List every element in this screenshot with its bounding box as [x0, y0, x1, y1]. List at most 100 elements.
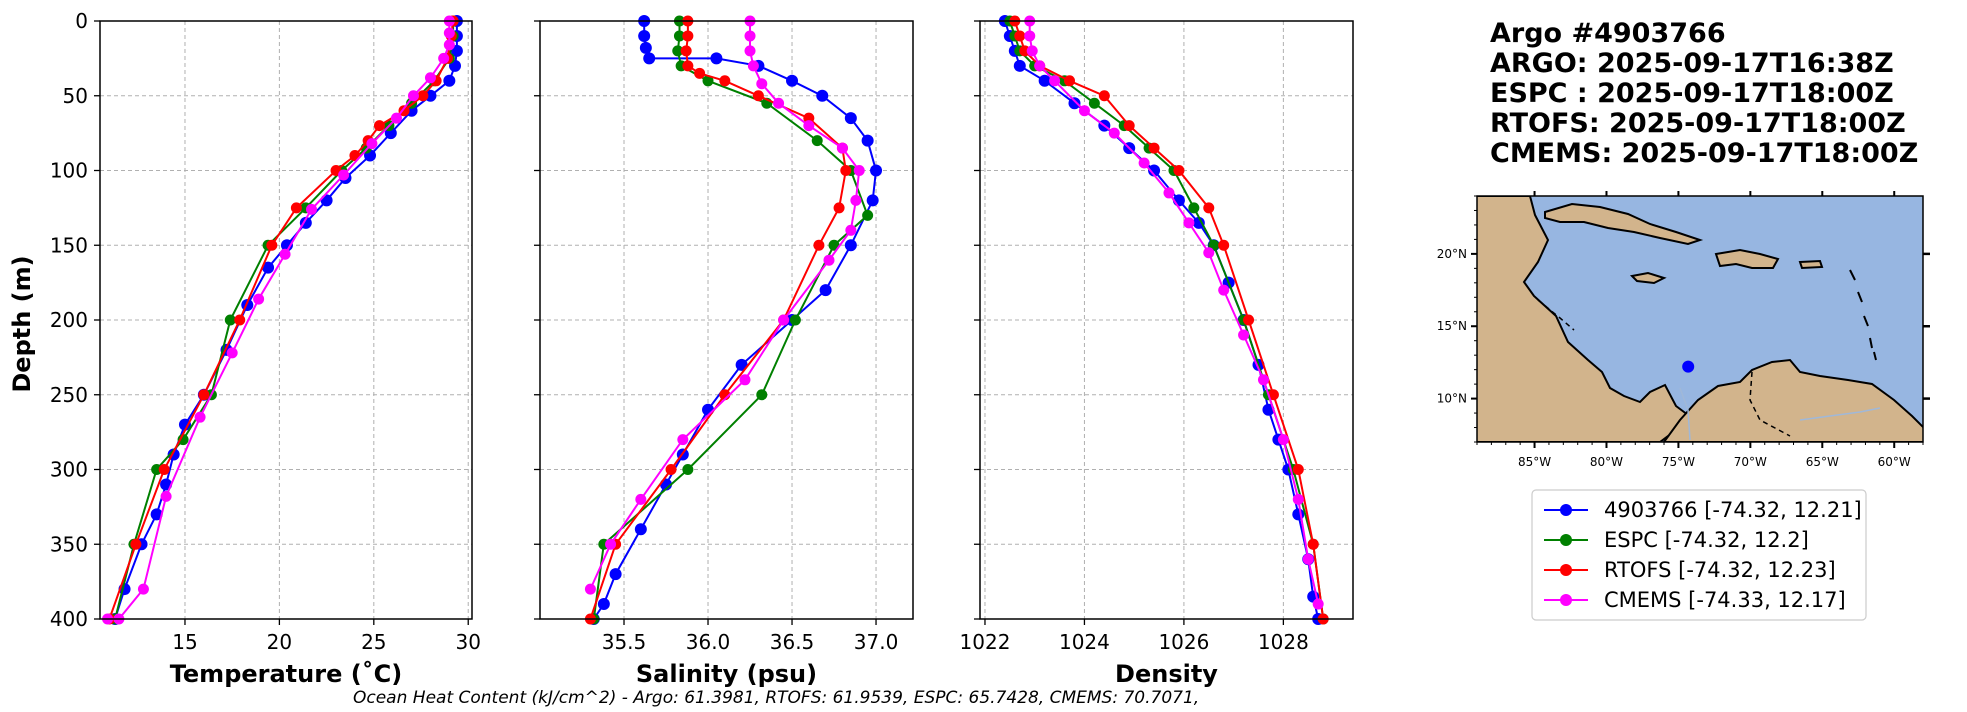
temperature-point-rtofs	[373, 120, 385, 132]
legend-marker	[1560, 504, 1572, 516]
temperature-point-rtofs	[290, 202, 302, 214]
salinity-point-cmems	[778, 314, 790, 326]
salinity-point-cmems	[836, 142, 848, 154]
temperature-point-cmems	[390, 112, 402, 124]
salinity-point-rtofs	[665, 464, 677, 475]
density-point-argo	[1068, 97, 1081, 110]
temperature-point-espc	[151, 464, 163, 475]
map-lon-tick-label: 65°W	[1806, 455, 1839, 469]
map-ticks: 85°W 80°W 75°W 70°W 65°W 60°W 20°N 15°N 10°N	[1437, 191, 1930, 469]
density-point-rtofs	[1148, 142, 1160, 154]
temperature-point-cmems	[253, 293, 265, 305]
temperature-point-argo	[150, 508, 163, 521]
density-point-cmems	[1024, 30, 1036, 42]
density-xtick-label: 1024	[1059, 630, 1110, 654]
temperature-xtick-label: 30	[455, 630, 480, 654]
salinity-point-rtofs	[840, 165, 852, 176]
map-lon-tick-label: 85°W	[1518, 455, 1551, 469]
salinity-point-espc	[862, 209, 874, 221]
density-line-argo	[1003, 20, 1320, 620]
salinity-point-rtofs	[694, 67, 706, 79]
salinity-xtick-label: 35.5	[602, 630, 647, 654]
density-panel: 1022 1024 1026 1028 Density	[960, 15, 1354, 688]
temperature-point-cmems	[305, 203, 317, 215]
density-point-cmems	[1163, 187, 1175, 199]
temperature-point-cmems	[366, 138, 378, 150]
map-lat-tick-label: 20°N	[1437, 247, 1467, 261]
temperature-point-argo	[178, 418, 191, 431]
salinity-point-espc	[702, 75, 714, 87]
salinity-point-argo	[844, 112, 857, 125]
temperature-ytick-label: 50	[63, 84, 88, 108]
salinity-point-espc	[682, 464, 694, 475]
salinity-point-espc	[672, 45, 684, 57]
temperature-series-cmems	[102, 15, 455, 625]
density-point-cmems	[1026, 45, 1038, 57]
salinity-point-argo	[638, 29, 651, 42]
map-frame	[1476, 195, 1924, 443]
density-point-rtofs	[1292, 464, 1304, 475]
temperature-point-cmems	[443, 27, 455, 39]
salinity-point-cmems	[677, 434, 689, 446]
rtofs-time: RTOFS: 2025-09-17T18:00Z	[1490, 108, 1906, 139]
density-xtick-label: 1022	[960, 630, 1011, 654]
salinity-point-argo	[786, 74, 799, 87]
temperature-ytick-label: 350	[50, 532, 88, 556]
temperature-point-rtofs	[417, 90, 429, 102]
salinity-point-cmems	[747, 60, 759, 72]
density-point-cmems	[1078, 105, 1090, 117]
temperature-point-cmems	[438, 52, 450, 64]
espc-time: ESPC : 2025-09-17T18:00Z	[1490, 78, 1894, 109]
legend-label: ESPC [-74.32, 12.2]	[1604, 528, 1809, 552]
salinity-point-argo	[735, 358, 748, 371]
temperature-point-rtofs	[198, 389, 210, 401]
density-point-argo	[1013, 59, 1026, 72]
map-lat-tick-label: 15°N	[1437, 319, 1467, 333]
salinity-point-argo	[609, 568, 622, 581]
density-point-cmems	[1138, 157, 1150, 169]
salinity-point-argo	[870, 164, 883, 177]
location-map: 85°W 80°W 75°W 70°W 65°W 60°W 20°N 15°N 10°N	[1437, 191, 1930, 469]
temperature-point-rtofs	[130, 538, 142, 550]
salinity-point-cmems	[605, 538, 617, 550]
salinity-point-argo	[643, 52, 656, 65]
salinity-panel: 35.5 36.0 36.5 37.0 Salinity (psu)	[534, 15, 914, 688]
salinity-point-cmems	[739, 374, 751, 386]
argo-time: ARGO: 2025-09-17T16:38Z	[1490, 48, 1894, 79]
temperature-point-cmems	[407, 90, 419, 102]
temperature-point-cmems	[279, 248, 291, 260]
y-axis-title: Depth (m)	[8, 255, 36, 392]
map-land-south-america	[1662, 358, 1923, 442]
density-point-rtofs	[1243, 314, 1255, 326]
legend-label: 4903766 [-74.32, 12.21]	[1604, 498, 1862, 522]
temperature-point-argo	[443, 74, 456, 87]
density-point-rtofs	[1064, 75, 1076, 87]
temperature-ytick-label: 100	[50, 159, 88, 183]
temperature-xtick-label: 20	[267, 630, 292, 654]
salinity-point-argo	[844, 239, 857, 252]
salinity-point-argo	[819, 284, 832, 297]
density-xtick-label: 1028	[1258, 630, 1309, 654]
salinity-point-cmems	[744, 45, 756, 57]
temperature-point-rtofs	[266, 239, 278, 251]
density-point-cmems	[1257, 374, 1269, 386]
salinity-point-cmems	[744, 30, 756, 42]
salinity-xtick-label: 37.0	[854, 630, 899, 654]
density-point-rtofs	[1014, 30, 1026, 42]
legend-marker	[1560, 594, 1572, 606]
salinity-point-rtofs	[752, 90, 764, 102]
legend-marker	[1560, 564, 1572, 576]
temperature-xtick-label: 25	[361, 630, 386, 654]
salinity-point-cmems	[635, 493, 647, 505]
temperature-xtick-label: 15	[172, 630, 197, 654]
salinity-point-cmems	[773, 97, 785, 109]
temperature-point-cmems	[137, 583, 149, 595]
density-point-cmems	[1302, 553, 1314, 565]
map-lon-tick-label: 60°W	[1878, 455, 1911, 469]
salinity-series-argo	[587, 15, 883, 625]
salinity-point-rtofs	[680, 45, 692, 57]
density-point-espc	[1188, 202, 1200, 214]
temperature-point-rtofs	[158, 464, 170, 475]
salinity-point-rtofs	[813, 239, 825, 251]
